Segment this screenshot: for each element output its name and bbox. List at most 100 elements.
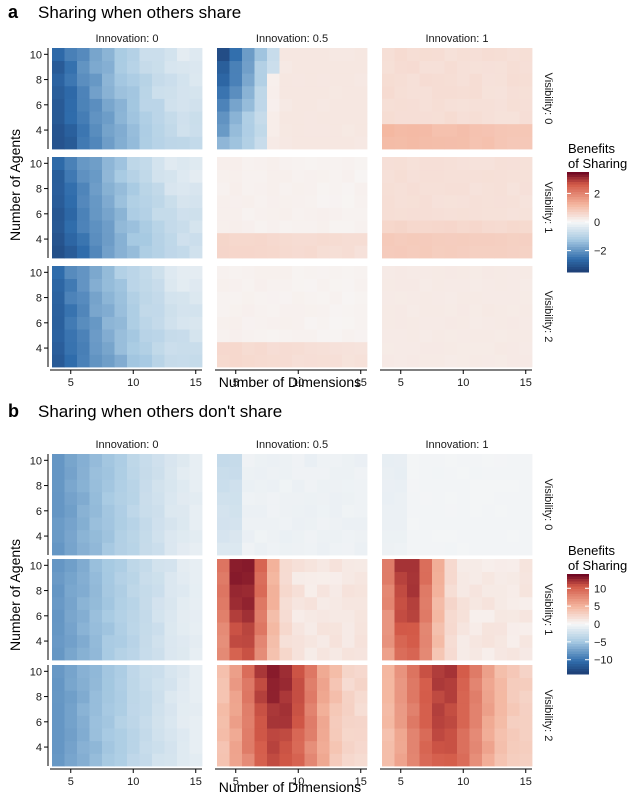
heatmap-cell xyxy=(189,753,203,767)
legend-swatch xyxy=(567,616,589,620)
heatmap-cell xyxy=(127,677,140,691)
heatmap-cell xyxy=(382,596,395,610)
heatmap-cell xyxy=(52,220,65,234)
heatmap-cell xyxy=(64,596,78,610)
heatmap-cell xyxy=(152,517,165,531)
heatmap-cell xyxy=(494,157,508,171)
heatmap-cell xyxy=(394,559,408,573)
facet-heatmap xyxy=(52,559,203,661)
heatmap-cell xyxy=(407,220,420,234)
heatmap-cell xyxy=(419,266,433,280)
heatmap-cell xyxy=(127,111,140,125)
heatmap-cell xyxy=(317,85,330,99)
heatmap-cell xyxy=(407,466,420,480)
heatmap-cell xyxy=(342,48,355,62)
heatmap-cell xyxy=(254,479,268,493)
heatmap-cell xyxy=(254,728,268,742)
heatmap-cell xyxy=(267,715,280,729)
heatmap-cell xyxy=(229,245,243,259)
heatmap-cell xyxy=(64,584,78,598)
heatmap-cell xyxy=(64,354,78,368)
heatmap-cell xyxy=(102,354,115,368)
heatmap-cell xyxy=(329,136,343,150)
heatmap-cell xyxy=(267,622,280,636)
heatmap-cell xyxy=(407,303,420,317)
heatmap-cell xyxy=(469,73,483,87)
heatmap-cell xyxy=(164,634,178,648)
heatmap-cell xyxy=(267,278,280,292)
heatmap-cell xyxy=(432,609,445,623)
heatmap-cell xyxy=(457,715,470,729)
heatmap-cell xyxy=(52,517,65,531)
heatmap-cell xyxy=(279,73,293,87)
heatmap-cell xyxy=(394,622,408,636)
heatmap-cell xyxy=(229,278,243,292)
heatmap-cell xyxy=(152,123,165,137)
heatmap-cell xyxy=(304,182,318,196)
heatmap-cell xyxy=(164,517,178,531)
heatmap-cell xyxy=(432,341,445,355)
heatmap-cell xyxy=(482,479,495,493)
heatmap-cell xyxy=(394,169,408,183)
column-facet-label: Innovation: 0 xyxy=(96,439,159,451)
heatmap-cell xyxy=(419,665,433,679)
heatmap-cell xyxy=(494,341,508,355)
legend-swatch xyxy=(567,631,589,635)
heatmap-cell xyxy=(152,491,165,505)
heatmap-cell xyxy=(177,316,190,330)
heatmap-cell xyxy=(292,634,305,648)
heatmap-cell xyxy=(519,559,533,573)
heatmap-cell xyxy=(407,596,420,610)
heatmap-cell xyxy=(342,647,355,661)
heatmap-cell xyxy=(482,341,495,355)
heatmap-cell xyxy=(127,479,140,493)
heatmap-cell xyxy=(494,454,508,468)
heatmap-cell xyxy=(254,647,268,661)
heatmap-cell xyxy=(189,136,203,150)
heatmap-cell xyxy=(254,715,268,729)
heatmap-cell xyxy=(342,491,355,505)
heatmap-cell xyxy=(292,529,305,543)
heatmap-cell xyxy=(177,677,190,691)
heatmap-cell xyxy=(444,232,458,246)
heatmap-cell xyxy=(242,266,255,280)
heatmap-cell xyxy=(317,740,330,754)
heatmap-cell xyxy=(77,584,90,598)
heatmap-cell xyxy=(139,571,153,585)
heatmap-cell xyxy=(267,232,280,246)
legend-swatch xyxy=(567,244,589,248)
heatmap-cell xyxy=(407,647,420,661)
heatmap-cell xyxy=(432,584,445,598)
heatmap-cell xyxy=(114,157,128,171)
heatmap-cell xyxy=(444,85,458,99)
heatmap-cell xyxy=(507,665,520,679)
y-tick-label: 8 xyxy=(36,586,42,598)
heatmap-cell xyxy=(457,329,470,343)
heatmap-cell xyxy=(152,329,165,343)
heatmap-cell xyxy=(304,517,318,531)
heatmap-cell xyxy=(382,728,395,742)
heatmap-cell xyxy=(217,354,230,368)
heatmap-cell xyxy=(267,73,280,87)
heatmap-cell xyxy=(329,316,343,330)
heatmap-cell xyxy=(292,571,305,585)
heatmap-cell xyxy=(89,157,103,171)
heatmap-cell xyxy=(102,504,115,518)
heatmap-cell xyxy=(329,354,343,368)
heatmap-cell xyxy=(507,690,520,704)
heatmap-cell xyxy=(457,609,470,623)
heatmap-cell xyxy=(494,622,508,636)
heatmap-cell xyxy=(127,647,140,661)
heatmap-cell xyxy=(317,98,330,112)
heatmap-cell xyxy=(482,245,495,259)
legend-swatch xyxy=(567,671,589,675)
heatmap-cell xyxy=(469,182,483,196)
heatmap-cell xyxy=(457,291,470,305)
heatmap-cell xyxy=(127,753,140,767)
heatmap-cell xyxy=(292,740,305,754)
heatmap-cell xyxy=(189,207,203,221)
heatmap-cell xyxy=(89,479,103,493)
heatmap-cell xyxy=(254,740,268,754)
heatmap-cell xyxy=(242,157,255,171)
heatmap-cell xyxy=(407,677,420,691)
